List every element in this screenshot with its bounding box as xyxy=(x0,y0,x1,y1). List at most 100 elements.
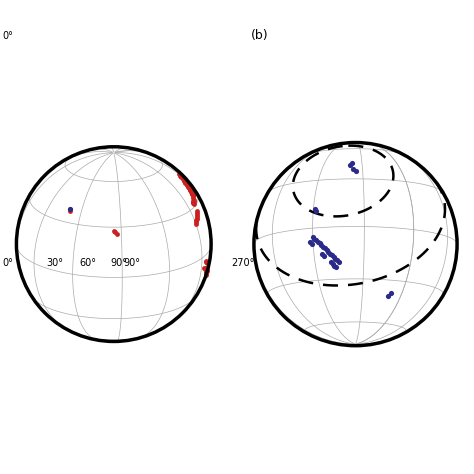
Point xyxy=(187,188,195,196)
Point xyxy=(186,186,194,193)
Text: 0°: 0° xyxy=(2,30,13,41)
Point xyxy=(184,183,192,191)
Point xyxy=(189,192,196,200)
Point xyxy=(193,211,201,219)
Point xyxy=(189,200,197,207)
Point xyxy=(190,197,197,204)
Point xyxy=(306,239,314,246)
Point xyxy=(308,240,315,248)
Point xyxy=(177,173,185,181)
Point xyxy=(193,208,201,215)
Point xyxy=(311,205,319,213)
Point xyxy=(202,257,210,264)
Point xyxy=(111,228,119,236)
Point xyxy=(192,221,200,228)
Point xyxy=(186,186,194,194)
Point xyxy=(349,165,356,173)
Point xyxy=(203,259,210,266)
Point xyxy=(333,256,341,264)
Point xyxy=(319,243,327,251)
Point xyxy=(316,240,323,247)
Circle shape xyxy=(254,143,457,346)
Point xyxy=(352,167,359,175)
Point xyxy=(188,190,196,197)
Point xyxy=(318,241,325,249)
Text: 0°: 0° xyxy=(2,258,13,268)
Point xyxy=(110,227,118,234)
Point xyxy=(190,196,198,203)
Point xyxy=(66,207,74,215)
Point xyxy=(183,182,191,189)
Point xyxy=(320,252,328,259)
Point xyxy=(189,198,196,205)
Point xyxy=(332,264,340,271)
Point xyxy=(187,185,194,192)
Point xyxy=(312,237,320,244)
Point xyxy=(193,210,201,217)
Point xyxy=(66,206,73,213)
Point xyxy=(327,258,335,266)
Point xyxy=(182,179,190,187)
Point xyxy=(188,190,196,198)
Point xyxy=(202,270,210,277)
Point xyxy=(325,248,332,255)
Point xyxy=(384,292,392,300)
Point xyxy=(189,188,196,196)
Text: 60°: 60° xyxy=(79,258,96,268)
Point xyxy=(180,177,188,185)
Point xyxy=(330,262,338,269)
Point xyxy=(203,269,210,276)
Point xyxy=(193,216,201,223)
Point xyxy=(202,271,210,278)
Point xyxy=(203,267,210,274)
Point xyxy=(310,235,318,242)
Point xyxy=(175,170,182,178)
Point xyxy=(329,260,337,268)
Point xyxy=(313,207,320,215)
Point xyxy=(346,162,354,169)
Text: 90°: 90° xyxy=(123,258,140,268)
Point xyxy=(202,272,210,279)
Point xyxy=(201,265,209,273)
Point xyxy=(191,190,198,197)
Text: 270°: 270° xyxy=(231,258,255,268)
Point xyxy=(335,258,343,266)
Point xyxy=(326,250,334,257)
Point xyxy=(190,194,197,201)
Point xyxy=(203,258,210,265)
Point xyxy=(66,206,73,213)
Point xyxy=(189,189,196,197)
Point xyxy=(328,251,336,259)
Point xyxy=(190,189,197,196)
Point xyxy=(202,264,210,272)
Point xyxy=(318,250,326,258)
Point xyxy=(180,176,188,184)
Point xyxy=(179,175,186,182)
Point xyxy=(323,246,330,254)
Point xyxy=(190,199,198,206)
Point xyxy=(321,245,328,252)
Text: 90°: 90° xyxy=(110,258,127,268)
Point xyxy=(203,268,210,275)
Point xyxy=(113,230,120,237)
Point xyxy=(184,182,192,190)
Point xyxy=(192,217,200,224)
Point xyxy=(176,172,184,180)
Point xyxy=(181,179,189,186)
Point xyxy=(201,264,208,272)
Point xyxy=(193,213,201,221)
Point xyxy=(189,191,197,199)
Point xyxy=(309,233,317,241)
Point xyxy=(387,290,394,297)
Text: (b): (b) xyxy=(251,29,269,42)
Point xyxy=(188,187,195,195)
Circle shape xyxy=(17,147,211,341)
Point xyxy=(203,266,210,273)
Point xyxy=(330,253,337,261)
Point xyxy=(192,219,200,226)
Point xyxy=(190,190,197,197)
Point xyxy=(181,178,189,185)
Point xyxy=(332,255,339,263)
Point xyxy=(348,159,356,167)
Text: 30°: 30° xyxy=(46,258,64,268)
